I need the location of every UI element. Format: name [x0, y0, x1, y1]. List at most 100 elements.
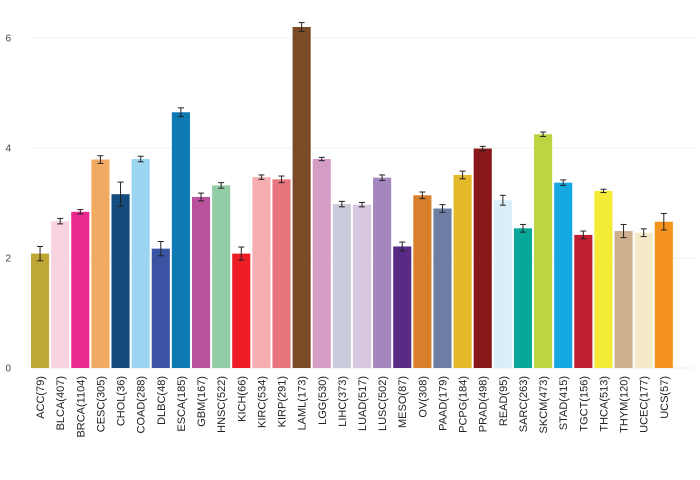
y-tick-label: 2 — [5, 254, 11, 265]
bar-HNSC(522) — [212, 185, 231, 368]
y-tick-label: 6 — [5, 34, 11, 45]
x-tick-label: UCS(57) — [659, 376, 671, 419]
error-bar-DLBC(48) — [157, 241, 164, 257]
bar-UCEC(177) — [634, 232, 653, 368]
x-tick-label: READ(95) — [498, 376, 510, 426]
x-tick-label: STAD(415) — [558, 376, 570, 430]
error-bar-UCS(57) — [660, 212, 667, 231]
bar-CESC(305) — [91, 159, 110, 368]
bar-LAML(173) — [292, 27, 311, 368]
error-bar-PCPG(184) — [459, 170, 466, 180]
error-bar-CHOL(36) — [117, 181, 124, 207]
bar-TGCT(156) — [574, 234, 593, 368]
bar-COAD(288) — [131, 159, 150, 368]
error-bar-GBM(167) — [198, 192, 205, 202]
error-bar-LUSC(502) — [379, 174, 386, 181]
x-tick-label: KIRP(291) — [277, 376, 289, 427]
error-bar-MESO(87) — [399, 241, 406, 252]
x-tick-label: UCEC(177) — [639, 376, 651, 433]
x-tick-label: LUSC(502) — [377, 376, 389, 431]
x-tick-label: COAD(288) — [136, 376, 148, 433]
x-tick-label: ACC(79) — [35, 376, 47, 419]
x-tick-label: BLCA(407) — [55, 376, 67, 430]
x-tick-label: MESO(87) — [397, 376, 409, 428]
bar-PCPG(184) — [453, 174, 472, 368]
x-tick-label: LIHC(373) — [337, 376, 349, 427]
error-bar-THYM(120) — [620, 223, 627, 239]
x-tick-label: SARC(263) — [518, 376, 530, 432]
error-bar-OV(308) — [419, 191, 426, 200]
bar-KIRC(534) — [252, 177, 271, 368]
bar-PAAD(179) — [433, 208, 452, 368]
y-tick-label: 0 — [5, 364, 11, 375]
error-bar-SKCM(473) — [540, 131, 547, 137]
error-bar-LIHC(373) — [338, 200, 345, 208]
x-tick-label: DLBC(48) — [156, 376, 168, 425]
bar-KICH(66) — [232, 253, 251, 368]
x-tick-label: KICH(66) — [236, 376, 248, 422]
bar-THCA(513) — [594, 190, 613, 368]
y-tick-label: 4 — [5, 144, 11, 155]
x-tick-label: LUAD(517) — [357, 376, 369, 431]
x-tick-label: PRAD(498) — [478, 376, 490, 432]
x-tick-label: CESC(305) — [95, 376, 107, 432]
x-tick-label: ESCA(185) — [176, 376, 188, 432]
bar-BRCA(1104) — [71, 211, 90, 368]
error-bar-TGCT(156) — [580, 230, 587, 240]
x-tick-label: THCA(513) — [598, 376, 610, 432]
x-tick-label: LGG(530) — [317, 376, 329, 425]
x-tick-label: THYM(120) — [619, 376, 631, 433]
x-tick-label: GBM(167) — [196, 376, 208, 427]
x-tick-label: BRCA(1104) — [75, 376, 87, 438]
bar-ESCA(185) — [171, 112, 190, 368]
error-bar-LGG(530) — [318, 156, 325, 162]
error-bar-KIRP(291) — [278, 175, 285, 184]
x-tick-label: KIRC(534) — [256, 376, 268, 428]
error-bar-READ(95) — [499, 194, 506, 206]
x-tick-label: HNSC(522) — [216, 376, 228, 433]
bar-LUSC(502) — [373, 177, 392, 368]
error-bar-KICH(66) — [238, 246, 245, 261]
error-bar-BRCA(1104) — [77, 209, 84, 215]
error-bar-ACC(79) — [37, 245, 44, 262]
error-bar-LUAD(517) — [359, 201, 365, 208]
bar-MESO(87) — [393, 246, 412, 368]
x-tick-label: PAAD(179) — [437, 376, 449, 431]
error-bar-BLCA(407) — [57, 217, 64, 225]
error-bar-HNSC(522) — [218, 182, 225, 189]
error-bar-PRAD(498) — [479, 145, 486, 152]
bar-OV(308) — [413, 195, 432, 368]
x-tick-label: CHOL(36) — [116, 376, 128, 426]
y-axis: 0 2 4 6 — [5, 34, 11, 375]
bar-UCS(57) — [654, 221, 673, 368]
bar-GBM(167) — [191, 196, 211, 368]
bar-LUAD(517) — [352, 204, 372, 368]
bars — [31, 27, 673, 368]
bar-SKCM(473) — [534, 134, 553, 368]
error-bar-LAML(173) — [298, 22, 305, 32]
bar-SARC(263) — [513, 228, 533, 368]
x-axis: ACC(79) BLCA(407) BRCA(1104) CESC(305) CHOL(… — [35, 376, 671, 438]
x-tick-label: OV(308) — [417, 376, 429, 418]
error-bar-PAAD(179) — [439, 204, 446, 213]
bar-ACC(79) — [31, 253, 50, 368]
x-tick-label: SKCM(473) — [538, 376, 550, 433]
error-bar-SARC(263) — [519, 223, 526, 233]
bar-KIRP(291) — [272, 179, 291, 368]
x-tick-label: TGCT(156) — [578, 376, 590, 432]
bar-THYM(120) — [614, 231, 633, 368]
x-tick-label: PCPG(184) — [458, 376, 470, 433]
bar-STAD(415) — [554, 182, 573, 368]
error-bar-THCA(513) — [600, 188, 607, 194]
bar-CHOL(36) — [111, 194, 130, 368]
error-bar-STAD(415) — [560, 179, 567, 186]
error-bar-KIRC(534) — [258, 174, 265, 180]
bar-READ(95) — [493, 200, 512, 368]
error-bar-COAD(288) — [137, 155, 144, 163]
bar-PRAD(498) — [473, 148, 492, 368]
x-tick-label: LAML(173) — [297, 376, 309, 430]
error-bar-ESCA(185) — [177, 107, 184, 118]
error-bar-CESC(305) — [97, 155, 104, 164]
error-bars — [37, 22, 667, 262]
